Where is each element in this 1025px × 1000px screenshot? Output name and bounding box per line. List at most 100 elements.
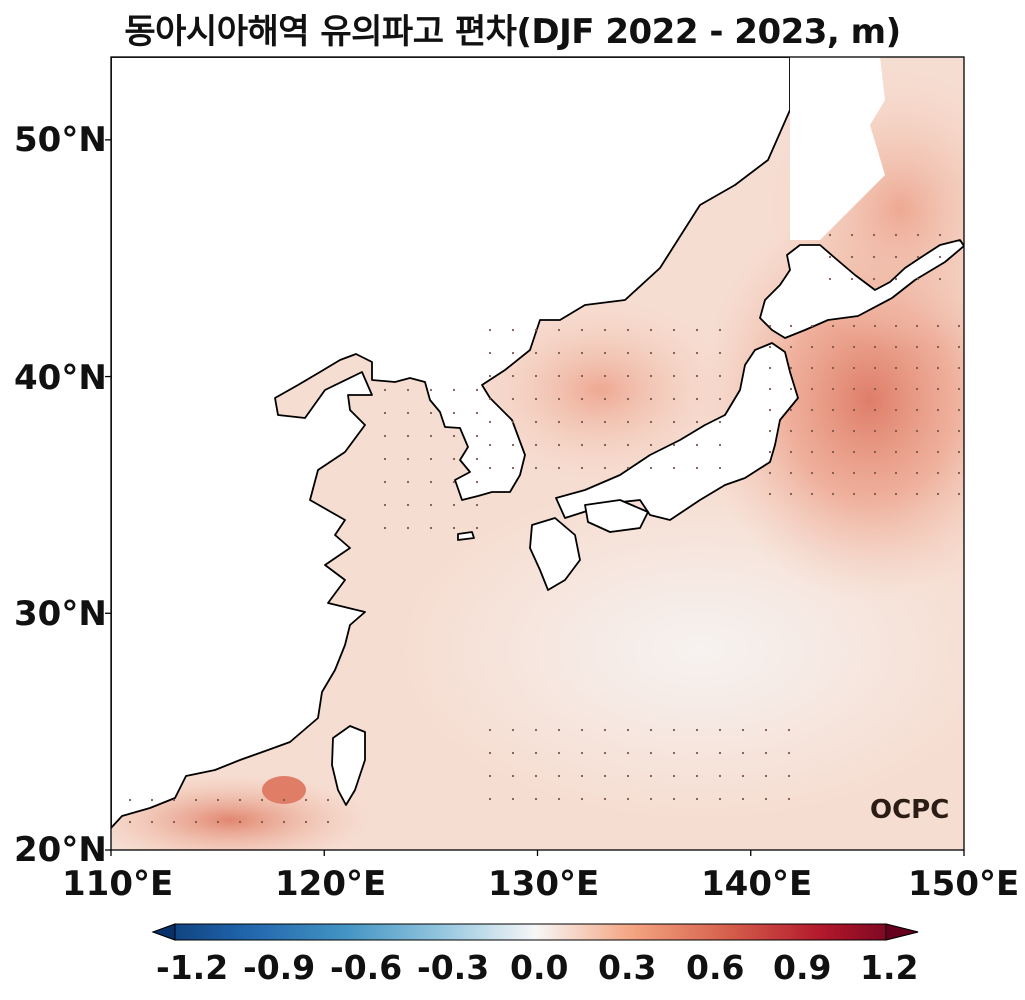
significance-dot — [873, 345, 877, 349]
significance-dot — [764, 774, 768, 778]
significance-dot — [534, 751, 538, 755]
significance-dot — [741, 728, 745, 732]
significance-dot — [915, 408, 919, 412]
significance-dot — [718, 728, 722, 732]
significance-dot — [768, 429, 772, 433]
significance-dot — [810, 345, 814, 349]
significance-dot — [383, 434, 387, 438]
significance-dot — [172, 820, 176, 824]
significance-dot — [789, 429, 793, 433]
significance-dot — [695, 728, 699, 732]
significance-dot — [873, 408, 877, 412]
significance-dot — [580, 797, 584, 801]
significance-dot — [429, 480, 433, 484]
significance-dot — [626, 728, 630, 732]
significance-dot — [810, 366, 814, 370]
significance-dot — [260, 820, 264, 824]
significance-dot — [488, 397, 492, 401]
significance-dot — [383, 457, 387, 461]
significance-dot — [957, 324, 961, 328]
significance-dot — [557, 374, 561, 378]
significance-dot — [580, 351, 584, 355]
significance-dot — [534, 397, 538, 401]
significance-dot — [649, 374, 653, 378]
y-tick-label-50n: 50°N — [14, 120, 107, 160]
significance-dot — [304, 820, 308, 824]
significance-dot — [936, 450, 940, 454]
significance-dot — [383, 503, 387, 507]
significance-dot — [603, 728, 607, 732]
significance-dot — [429, 411, 433, 415]
significance-dot — [828, 233, 832, 237]
significance-dot — [672, 397, 676, 401]
significance-dot — [429, 457, 433, 461]
significance-dot — [172, 798, 176, 802]
significance-dot — [894, 233, 898, 237]
colorbar-label-zero: 0.0 — [510, 948, 569, 987]
significance-dot — [511, 728, 515, 732]
significance-dot — [894, 471, 898, 475]
significance-dot — [534, 728, 538, 732]
colorbar-extend-max — [885, 923, 919, 941]
significance-dot — [649, 774, 653, 778]
significance-dot — [429, 503, 433, 507]
significance-dot — [603, 351, 607, 355]
significance-dot — [695, 397, 699, 401]
significance-dot — [764, 797, 768, 801]
significance-dot — [557, 774, 561, 778]
hokkaido-island — [759, 239, 964, 339]
significance-dot — [852, 387, 856, 391]
significance-dot — [695, 751, 699, 755]
significance-dot — [718, 420, 722, 424]
significance-dot — [894, 408, 898, 412]
significance-dot — [511, 328, 515, 332]
significance-dot — [216, 798, 220, 802]
significance-dot — [672, 443, 676, 447]
significance-dot — [957, 366, 961, 370]
significance-dot — [580, 328, 584, 332]
significance-dot — [718, 774, 722, 778]
significance-dot — [764, 728, 768, 732]
significance-dot — [603, 328, 607, 332]
significance-dot — [649, 797, 653, 801]
significance-dot — [831, 387, 835, 391]
significance-dot — [831, 345, 835, 349]
significance-dot — [852, 345, 856, 349]
significance-dot — [957, 429, 961, 433]
significance-dot — [768, 408, 772, 412]
significance-dot — [128, 798, 132, 802]
significance-dot — [603, 774, 607, 778]
significance-dot — [936, 471, 940, 475]
significance-dot — [488, 797, 492, 801]
significance-dot — [672, 420, 676, 424]
significance-dot — [488, 443, 492, 447]
significance-dot — [789, 366, 793, 370]
x-tick-label-150e: 150°E — [908, 864, 1020, 904]
significance-dot — [534, 443, 538, 447]
significance-dot — [150, 798, 154, 802]
significance-dot — [429, 388, 433, 392]
colorbar-label-neg-0-9: -0.9 — [243, 948, 316, 987]
significance-dot — [915, 345, 919, 349]
significance-dot — [828, 277, 832, 281]
significance-dot — [649, 728, 653, 732]
significance-dot — [938, 255, 942, 259]
kyushu-island — [529, 517, 581, 591]
significance-dot — [534, 328, 538, 332]
significance-dot — [852, 450, 856, 454]
significance-dot — [915, 450, 919, 454]
anomaly-field-luzon-peak — [262, 776, 306, 804]
significance-dot — [580, 751, 584, 755]
significance-dot — [557, 443, 561, 447]
colorbar-label-neg-1-2: -1.2 — [156, 948, 229, 987]
significance-dot — [511, 420, 515, 424]
significance-dot — [741, 797, 745, 801]
significance-dot — [936, 408, 940, 412]
significance-dot — [580, 466, 584, 470]
y-tick-label-20n: 20°N — [14, 830, 107, 870]
significance-dot — [695, 774, 699, 778]
significance-dot — [894, 324, 898, 328]
significance-dot — [603, 420, 607, 424]
significance-dot — [915, 429, 919, 433]
significance-dot — [488, 466, 492, 470]
